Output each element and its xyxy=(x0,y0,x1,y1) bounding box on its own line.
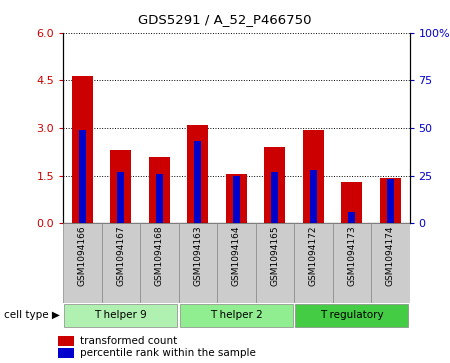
Bar xyxy=(180,304,293,327)
Bar xyxy=(333,223,371,303)
Bar xyxy=(371,223,410,303)
Text: GDS5291 / A_52_P466750: GDS5291 / A_52_P466750 xyxy=(138,13,312,26)
Text: GSM1094167: GSM1094167 xyxy=(116,226,125,286)
Bar xyxy=(187,125,208,223)
Bar xyxy=(63,223,102,303)
Text: GSM1094165: GSM1094165 xyxy=(270,226,279,286)
Bar xyxy=(58,336,74,346)
Text: GSM1094174: GSM1094174 xyxy=(386,226,395,286)
Text: GSM1094173: GSM1094173 xyxy=(347,226,356,286)
Bar xyxy=(156,174,163,223)
Text: T helper 2: T helper 2 xyxy=(210,310,263,320)
Bar xyxy=(233,176,240,223)
Bar xyxy=(179,223,217,303)
Text: GSM1094163: GSM1094163 xyxy=(193,226,202,286)
Bar xyxy=(72,76,93,223)
Bar xyxy=(341,182,362,223)
Bar xyxy=(348,212,355,223)
Text: GSM1094168: GSM1094168 xyxy=(155,226,164,286)
Bar xyxy=(271,172,278,223)
Bar xyxy=(194,141,201,223)
Bar xyxy=(148,156,170,223)
Bar xyxy=(225,174,247,223)
Bar xyxy=(64,304,177,327)
Text: T regulatory: T regulatory xyxy=(320,310,383,320)
Bar xyxy=(110,150,131,223)
Bar xyxy=(140,223,179,303)
Bar xyxy=(380,178,401,223)
Bar xyxy=(387,179,394,223)
Text: T helper 9: T helper 9 xyxy=(94,310,147,320)
Bar xyxy=(102,223,140,303)
Text: GSM1094166: GSM1094166 xyxy=(78,226,87,286)
Bar xyxy=(294,223,333,303)
Text: percentile rank within the sample: percentile rank within the sample xyxy=(80,348,256,358)
Bar xyxy=(79,130,86,223)
Text: cell type ▶: cell type ▶ xyxy=(4,310,60,320)
Text: GSM1094164: GSM1094164 xyxy=(232,226,241,286)
Bar xyxy=(256,223,294,303)
Bar xyxy=(295,304,408,327)
Bar xyxy=(117,172,124,223)
Bar xyxy=(310,170,317,223)
Bar xyxy=(303,130,324,223)
Bar xyxy=(58,348,74,358)
Text: transformed count: transformed count xyxy=(80,336,177,346)
Bar xyxy=(264,147,285,223)
Text: GSM1094172: GSM1094172 xyxy=(309,226,318,286)
Bar xyxy=(217,223,256,303)
